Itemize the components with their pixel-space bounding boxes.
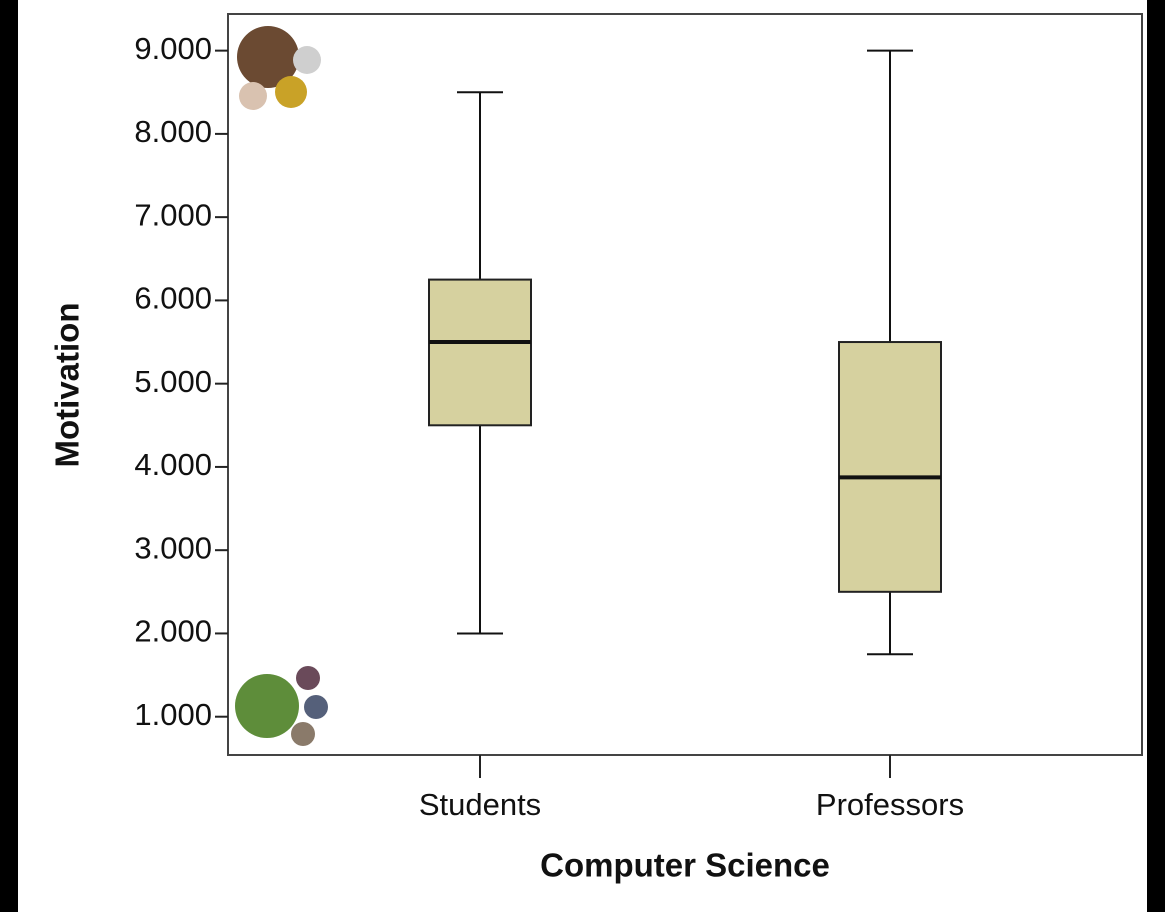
page: {"chart_data": { "type": "box", "x_label… [0, 0, 1165, 912]
avatar [239, 82, 267, 110]
box [429, 280, 531, 426]
y-tick-label: 2.000 [134, 614, 212, 649]
avatar [296, 666, 320, 690]
y-tick-label: 6.000 [134, 281, 212, 316]
y-tick-label: 4.000 [134, 447, 212, 482]
y-tick-label: 7.000 [134, 197, 212, 232]
avatar [304, 695, 328, 719]
avatar [293, 46, 321, 74]
y-tick-label: 9.000 [134, 31, 212, 66]
box [839, 342, 941, 592]
x-axis-title: Computer Science [540, 847, 830, 884]
y-axis-title: Motivation [49, 303, 86, 468]
avatar [291, 722, 315, 746]
y-tick-label: 3.000 [134, 530, 212, 565]
y-tick-label: 1.000 [134, 697, 212, 732]
avatar [275, 76, 307, 108]
y-tick-label: 5.000 [134, 364, 212, 399]
x-tick-label: Professors [816, 787, 964, 822]
y-tick-label: 8.000 [134, 114, 212, 149]
avatar [235, 674, 299, 738]
plot-frame [228, 14, 1142, 755]
chart: Computer Science Motivation 1.000 2.000 3.… [0, 0, 1165, 912]
x-tick-label: Students [419, 787, 541, 822]
